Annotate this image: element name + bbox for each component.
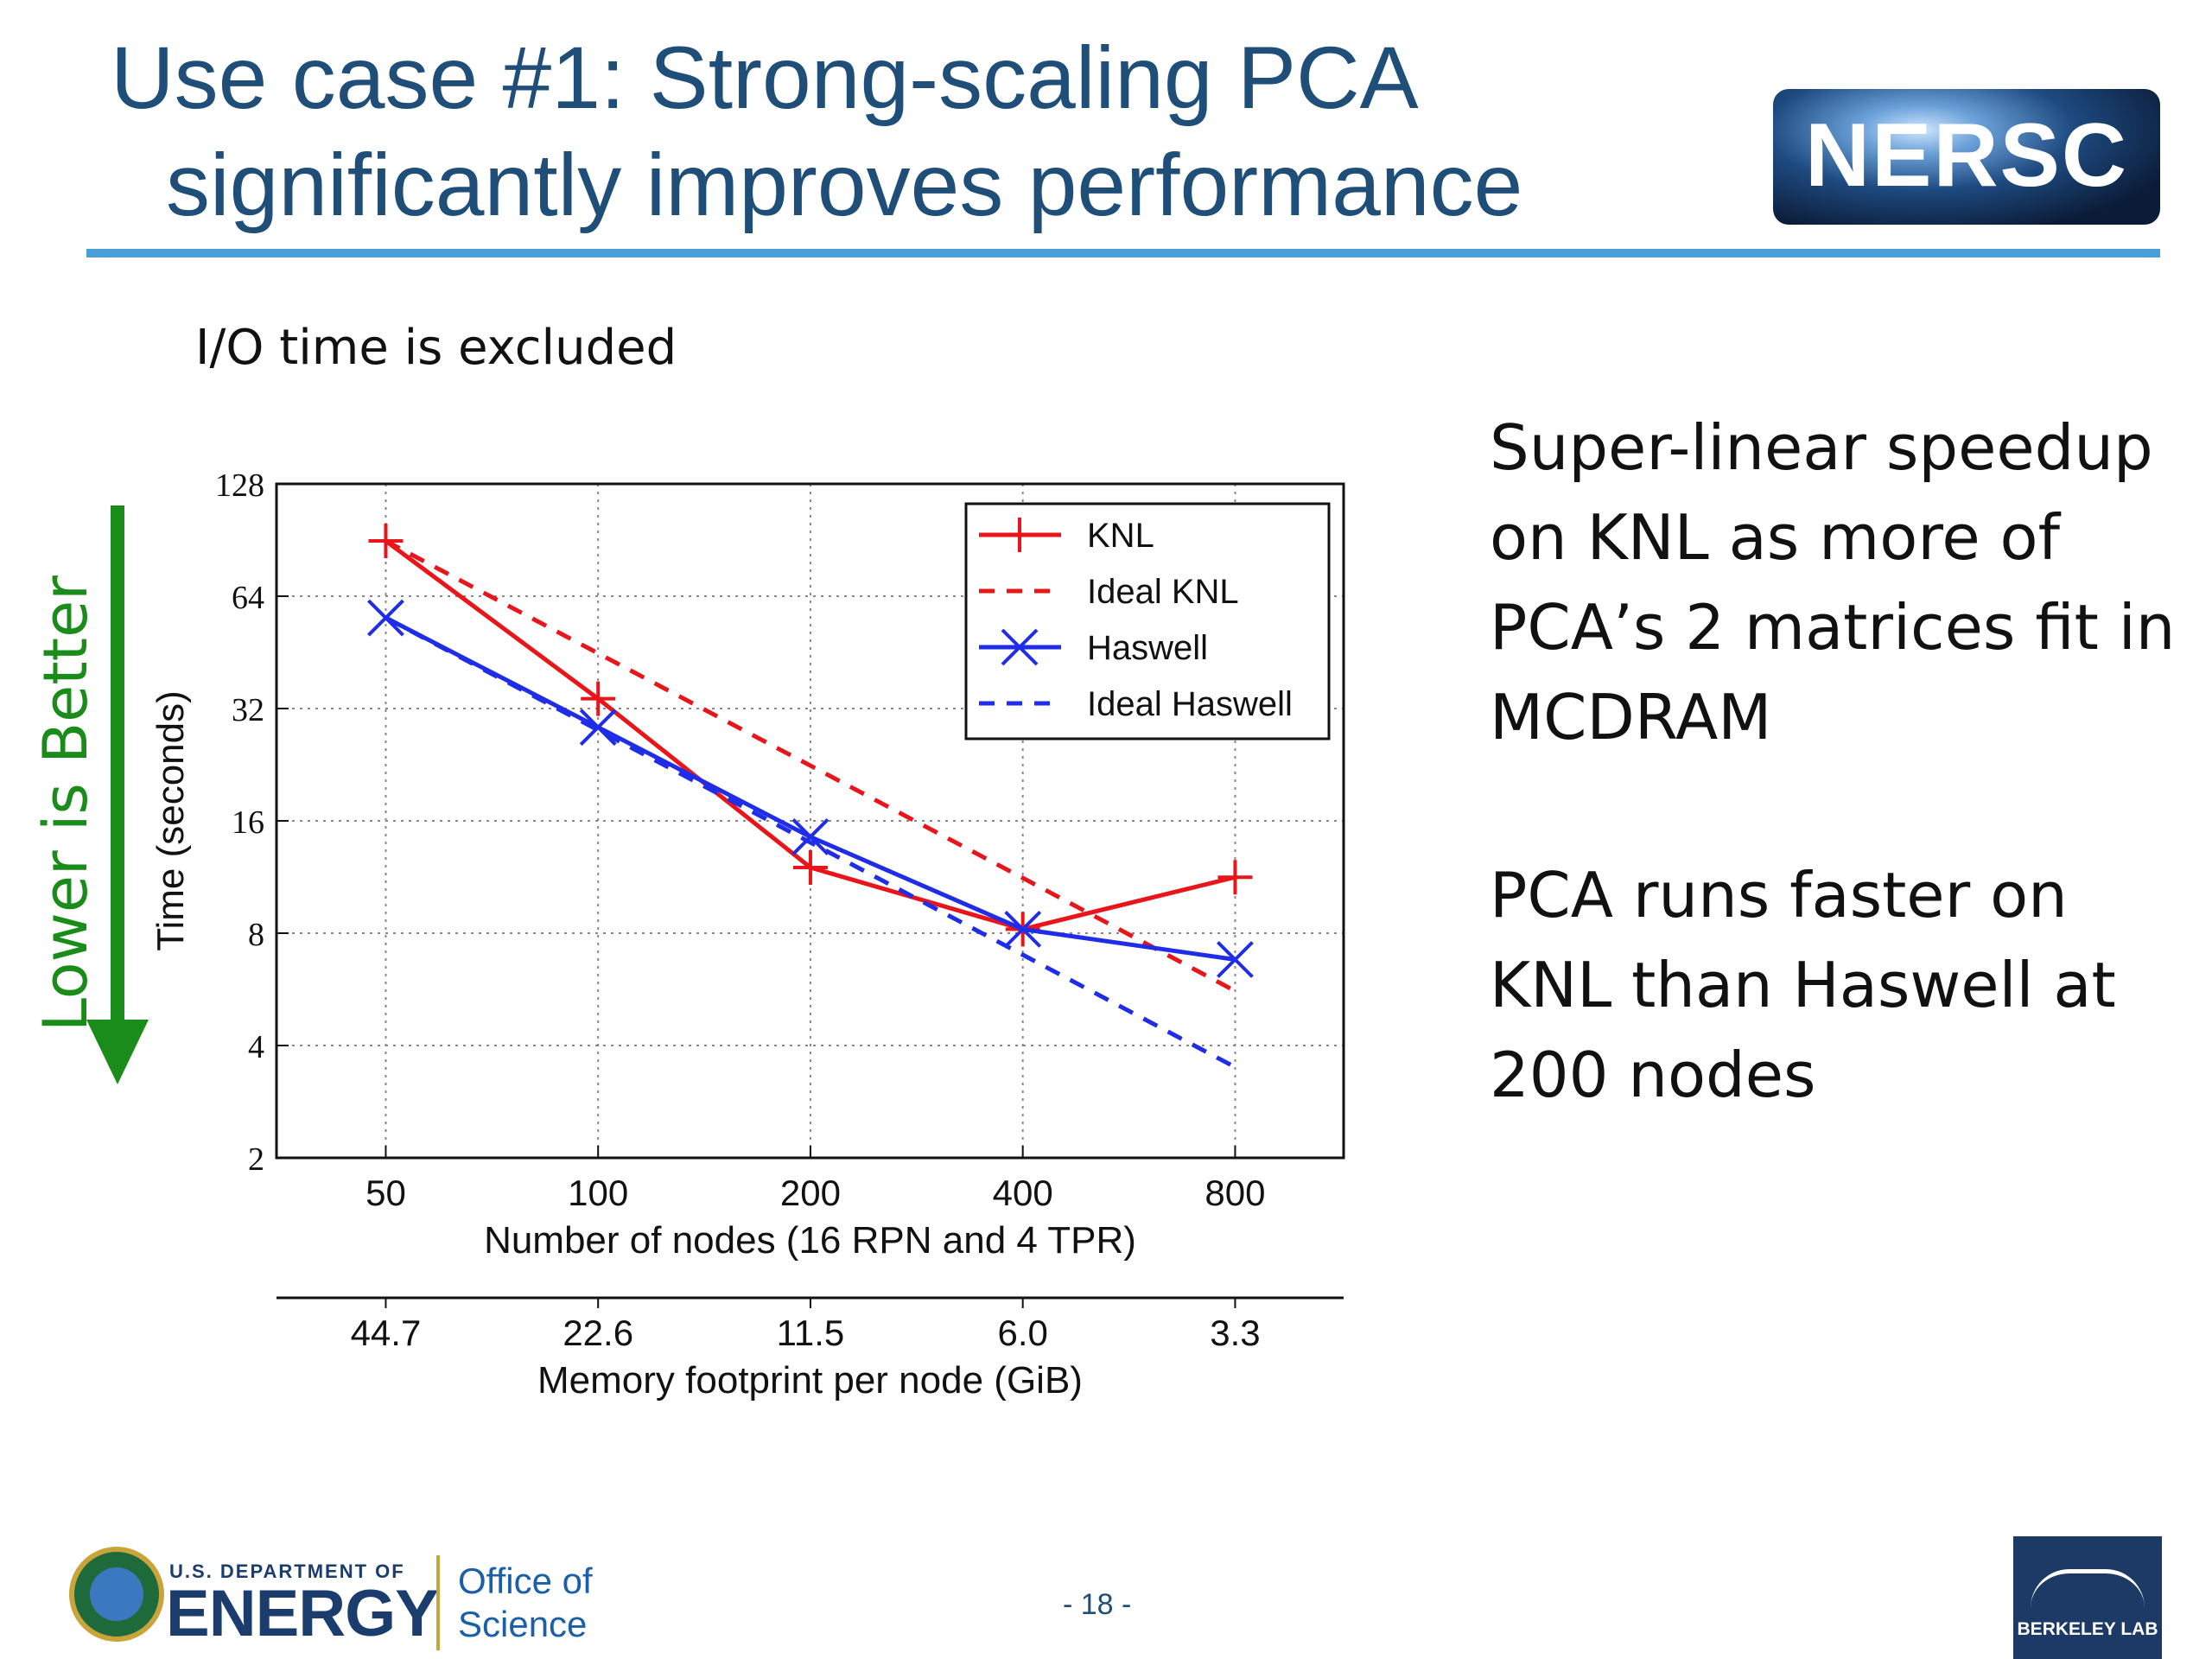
y-tick-label-1: 4 xyxy=(248,1029,264,1065)
office-line-1: Office of xyxy=(458,1560,593,1601)
series-point-knl-1 xyxy=(581,681,616,716)
legend-marker-0 xyxy=(1002,518,1037,552)
x-tick-label-1: 100 xyxy=(568,1173,628,1213)
side-note-1: Super-linear speedup on KNL as more of P… xyxy=(1490,411,2176,753)
title-line-2: significantly improves performance xyxy=(166,136,1523,234)
berkeley-lab-text: BERKELEY LAB xyxy=(2017,1619,2158,1639)
page-number: - 18 - xyxy=(1063,1588,1132,1621)
y-axis-label: Time (seconds) xyxy=(149,690,192,951)
series-point-haswell-3 xyxy=(1004,910,1042,948)
legend-box xyxy=(964,502,1331,741)
y-tick-label-0: 2 xyxy=(248,1141,264,1178)
x-tick-label-3: 400 xyxy=(993,1173,1053,1213)
io-note: I/O time is excluded xyxy=(195,320,677,376)
series-point-haswell-2 xyxy=(791,818,830,855)
series-point-knl-4 xyxy=(1217,860,1253,895)
office-of-science: Office of Science xyxy=(458,1560,593,1646)
berkeley-lab-logo: BERKELEY LAB xyxy=(2013,1536,2162,1659)
side-note-2: PCA runs faster on KNL than Haswell at 2… xyxy=(1490,859,2116,1111)
secondary-tick-label-2: 11.5 xyxy=(777,1313,845,1353)
x-axis-label: Number of nodes (16 RPN and 4 TPR) xyxy=(484,1219,1136,1262)
y-tick-label-4: 32 xyxy=(232,692,264,728)
legend-label-2: Haswell xyxy=(1087,629,1208,667)
series-point-haswell-1 xyxy=(579,709,617,747)
nersc-logo: NERSC xyxy=(1773,89,2160,225)
nersc-logo-text: NERSC xyxy=(1804,105,2129,206)
series-point-haswell-0 xyxy=(367,599,404,637)
doe-seal-icon xyxy=(69,1547,164,1642)
legend-label-0: KNL xyxy=(1087,517,1154,555)
title-line-1: Use case #1: Strong-scaling PCA xyxy=(111,29,1419,127)
secondary-tick-label-0: 44.7 xyxy=(351,1313,422,1353)
doe-energy-text: ENERGY xyxy=(166,1577,439,1650)
series-point-knl-0 xyxy=(368,524,404,559)
title-rule xyxy=(86,249,2160,257)
footer-divider xyxy=(436,1555,440,1650)
y-tick-label-3: 16 xyxy=(232,804,264,841)
y-tick-label-5: 64 xyxy=(232,580,264,616)
office-line-2: Science xyxy=(458,1604,588,1644)
down-arrow-icon xyxy=(86,505,149,1084)
series-point-haswell-4 xyxy=(1217,941,1254,978)
y-tick-label-2: 8 xyxy=(248,917,264,953)
slide-title: Use case #1: Strong-scaling PCA signific… xyxy=(111,24,1752,238)
legend-label-1: Ideal KNL xyxy=(1087,573,1239,611)
secondary-tick-label-3: 6.0 xyxy=(997,1313,1047,1353)
legend-marker-2 xyxy=(1001,628,1039,666)
secondary-x-axis-label: Memory footprint per node (GiB) xyxy=(537,1359,1083,1402)
side-notes: Super-linear speedup on KNL as more of P… xyxy=(1490,403,2181,1208)
y-tick-label-6: 128 xyxy=(215,467,264,504)
doe-department-text: U.S. DEPARTMENT OF xyxy=(169,1560,405,1582)
x-tick-label-4: 800 xyxy=(1205,1173,1265,1213)
series-point-knl-2 xyxy=(792,849,828,885)
berkeley-lab-mark-icon xyxy=(2031,1569,2145,1608)
legend-label-3: Ideal Haswell xyxy=(1087,685,1293,723)
series-line-ideal-haswell xyxy=(385,615,1236,1070)
secondary-tick-label-4: 3.3 xyxy=(1210,1313,1260,1353)
x-tick-label-2: 200 xyxy=(780,1173,841,1213)
secondary-tick-label-1: 22.6 xyxy=(563,1313,633,1353)
series-line-ideal-knl xyxy=(385,538,1236,994)
x-tick-label-0: 50 xyxy=(365,1173,406,1213)
